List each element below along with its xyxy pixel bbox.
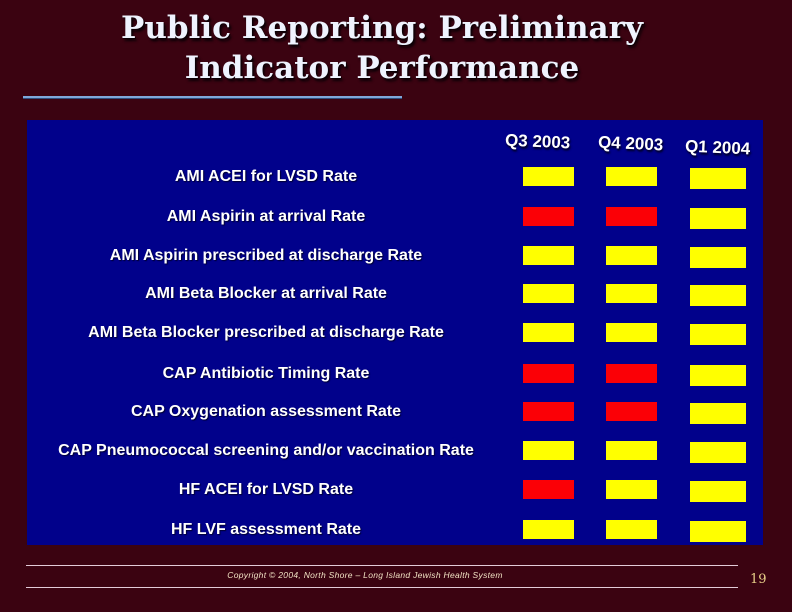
status-cell-red <box>606 402 657 421</box>
status-cell-red <box>606 364 657 383</box>
status-cell-red <box>523 207 574 226</box>
column-header-q1-2004: Q1 2004 <box>684 136 751 159</box>
title-underline <box>23 96 402 99</box>
footer-copyright: Copyright © 2004, North Shore – Long Isl… <box>227 570 503 580</box>
title-line-2: Indicator Performance <box>184 50 580 86</box>
status-cell-yellow <box>606 441 657 460</box>
status-cell-yellow <box>690 365 746 386</box>
status-cell-yellow <box>606 246 657 265</box>
row-label: CAP Antibiotic Timing Rate <box>162 365 370 382</box>
status-cell-red <box>523 402 574 421</box>
row-label: AMI Beta Blocker at arrival Rate <box>145 285 387 302</box>
page-number: 19 <box>750 572 767 587</box>
footer-rule-bottom <box>26 587 738 588</box>
status-cell-yellow <box>606 323 657 342</box>
status-cell-yellow <box>690 442 746 463</box>
status-cell-yellow <box>606 167 657 186</box>
status-cell-yellow <box>523 167 574 186</box>
indicator-panel: Q3 2003 Q4 2003 Q1 2004 AMI ACEI for LVS… <box>27 120 763 545</box>
status-cell-yellow <box>523 284 574 303</box>
row-label: AMI Aspirin at arrival Rate <box>166 208 366 225</box>
status-cell-yellow <box>523 246 574 265</box>
status-cell-yellow <box>523 323 574 342</box>
row-label: CAP Oxygenation assessment Rate <box>130 403 402 420</box>
status-cell-yellow <box>690 285 746 306</box>
status-cell-yellow <box>690 247 746 268</box>
row-label: CAP Pneumococcal screening and/or vaccin… <box>58 442 474 459</box>
footer-rule-top <box>26 565 738 566</box>
column-header-q3-2003: Q3 2003 <box>504 130 571 153</box>
column-header-q4-2003: Q4 2003 <box>597 132 664 155</box>
status-cell-red <box>523 364 574 383</box>
status-cell-red <box>523 480 574 499</box>
status-cell-yellow <box>606 520 657 539</box>
title-line-1: Public Reporting: Preliminary <box>121 10 643 46</box>
status-cell-yellow <box>690 324 746 345</box>
status-cell-yellow <box>690 168 746 189</box>
status-cell-yellow <box>606 284 657 303</box>
row-label: AMI ACEI for LVSD Rate <box>174 168 358 185</box>
status-cell-yellow <box>606 480 657 499</box>
status-cell-yellow <box>690 403 746 424</box>
row-label: HF ACEI for LVSD Rate <box>178 481 354 498</box>
status-cell-red <box>606 207 657 226</box>
status-cell-yellow <box>523 520 574 539</box>
row-label: AMI Beta Blocker prescribed at discharge… <box>88 324 444 341</box>
row-label: AMI Aspirin prescribed at discharge Rate <box>109 247 423 264</box>
status-cell-yellow <box>690 481 746 502</box>
row-label: HF LVF assessment Rate <box>171 521 361 538</box>
page-title: Public Reporting: Preliminary Indicator … <box>0 8 778 88</box>
status-cell-yellow <box>690 521 746 542</box>
status-cell-yellow <box>690 208 746 229</box>
status-cell-yellow <box>523 441 574 460</box>
